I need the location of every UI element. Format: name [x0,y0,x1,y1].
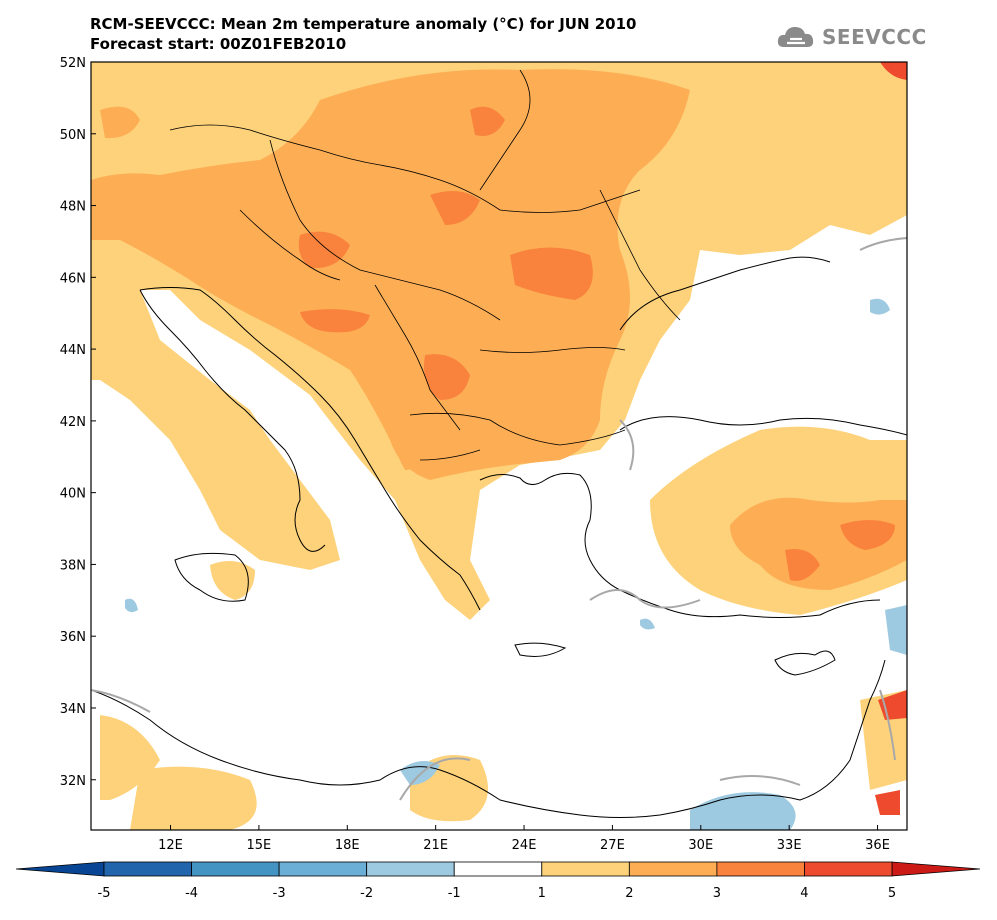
colorbar-bin [103,861,192,877]
longitude-axis: 12E 15E 18E 21E 24E 27E 30E 33E 36E [158,825,890,853]
lat-tick-label: 52N [60,56,86,71]
colorbar-over-arrow [891,861,981,877]
anomaly-3-4-layer [298,106,895,581]
map-plot-area [91,62,907,830]
country-borders [169,69,681,461]
coastlines [91,256,907,818]
colorbar-tick-label: 3 [713,886,721,901]
lon-tick-label: 15E [247,838,272,853]
lon-tick-label: 36E [865,838,890,853]
map-title: RCM-SEEVCCC: Mean 2m temperature anomaly… [90,14,637,54]
colorbar-bin [716,861,805,877]
colorbar-tick-label: -5 [98,886,111,901]
lon-tick-label: 27E [600,838,625,853]
lat-tick-label: 32N [60,774,86,789]
lon-tick-label: 18E [335,838,360,853]
colorbar-bin [453,861,543,877]
colorbar-bin [804,861,893,877]
logo-text: SEEVCCC [822,25,927,49]
lat-tick-label: 48N [60,200,86,215]
colorbar-tick-label: 1 [538,886,546,901]
colorbar-bin [278,861,368,877]
colorbar-tick-label: 5 [888,886,896,901]
lon-tick-label: 12E [158,838,183,853]
cloud-icon [777,27,814,47]
colorbar-tick-label: -1 [448,886,461,901]
lat-tick-label: 44N [60,343,86,358]
colorbar-bin [628,861,718,877]
lon-tick-label: 24E [512,838,537,853]
colorbar-bin [191,861,280,877]
lat-tick-label: 50N [60,128,86,143]
lon-tick-label: 21E [423,838,448,853]
colorbar-tick-label: -3 [273,886,286,901]
latitude-axis: 52N 50N 48N 46N 44N 42N 40N 38N 36N 34N 32N [60,56,96,789]
lat-tick-label: 46N [60,271,86,286]
lat-tick-label: 36N [60,630,86,645]
lon-tick-label: 33E [777,838,802,853]
colorbar-tick-label: -4 [185,886,198,901]
colorbar-bin [541,861,630,877]
title-line-2: Forecast start: 00Z01FEB2010 [90,35,347,53]
colorbar-tick-label: -2 [360,886,373,901]
map-frame [90,61,908,831]
lat-tick-label: 38N [60,558,86,573]
anomaly-4-5-layer [875,62,907,815]
lat-tick-label: 42N [60,415,86,430]
colorbar: -5 -4 -3 -2 -1 1 2 3 4 5 [15,861,981,901]
lon-tick-label: 30E [688,838,713,853]
colorbar-under-arrow [15,861,105,877]
colorbar-tick-label: 4 [800,886,808,901]
lat-tick-label: 34N [60,702,86,717]
elevation-contours [91,237,907,801]
seevccc-logo: SEEVCCC [776,22,927,52]
colorbar-tick-label: 2 [625,886,633,901]
colorbar-bin [366,861,455,877]
title-line-1: RCM-SEEVCCC: Mean 2m temperature anomaly… [90,15,637,33]
lat-tick-label: 40N [60,487,86,502]
